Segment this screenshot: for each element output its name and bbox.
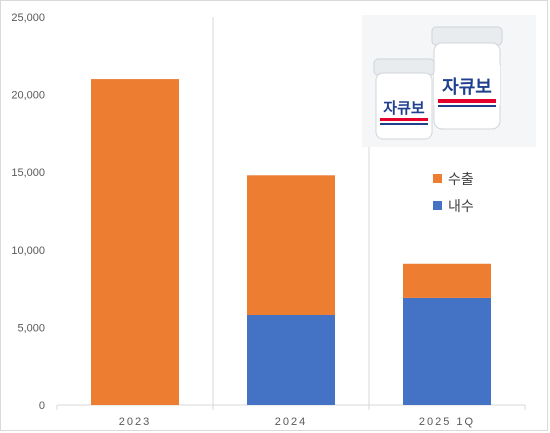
y-axis-ticks: 0 5,000 10,000 15,000 20,000 25,000 [11, 12, 45, 412]
x-tick-label: 2025 1Q [419, 416, 475, 428]
legend-label-수출: 수출 [448, 171, 474, 187]
y-tick-label: 15,000 [11, 167, 45, 179]
medicine-bottle-front: 자큐보 [373, 58, 435, 140]
y-tick-label: 0 [39, 400, 45, 412]
x-tick-label: 2024 [275, 416, 307, 428]
legend-label-내수: 내수 [448, 198, 474, 214]
y-tick-label: 5,000 [17, 322, 45, 334]
legend-swatch-수출 [433, 174, 442, 183]
product-photo: 자큐보 자큐보 [362, 15, 536, 147]
x-tick-label: 2023 [119, 416, 151, 428]
bar-수출-2025 1Q [403, 263, 491, 298]
svg-text:자큐보: 자큐보 [383, 99, 425, 117]
y-tick-label: 20,000 [11, 90, 45, 102]
medicine-bottle-back: 자큐보 [431, 26, 503, 130]
bar-수출-2024 [247, 175, 335, 315]
bar-수출-2023 [91, 79, 179, 405]
bars-layer [91, 79, 491, 405]
bar-내수-2025 1Q [403, 297, 491, 405]
svg-text:자큐보: 자큐보 [442, 77, 492, 98]
x-axis-ticks: 2023 2024 2025 1Q [119, 416, 475, 428]
y-tick-label: 10,000 [11, 245, 45, 257]
legend-swatch-내수 [433, 201, 442, 210]
y-tick-label: 25,000 [11, 12, 45, 24]
bar-내수-2024 [247, 314, 335, 405]
